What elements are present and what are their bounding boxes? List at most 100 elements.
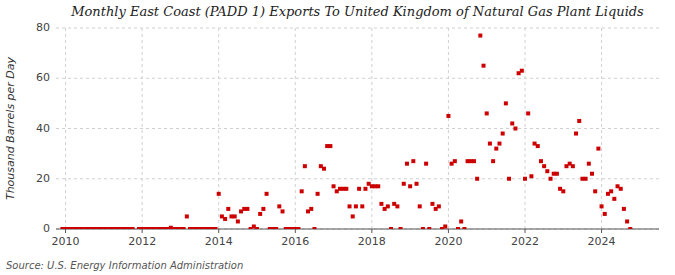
point — [386, 204, 390, 208]
x-tick-mark — [295, 229, 296, 233]
point — [491, 159, 495, 163]
source-note: Source: U.S. Energy Information Administ… — [6, 260, 243, 271]
point — [131, 227, 135, 229]
x-tick-label: 2020 — [434, 235, 462, 248]
point — [402, 182, 406, 186]
point — [587, 162, 591, 166]
point — [478, 34, 482, 38]
y-axis-label: Thousand Barrels per Day — [4, 56, 17, 200]
point — [309, 207, 313, 211]
x-grid-line — [371, 28, 372, 229]
grid — [56, 28, 659, 229]
chart-container: 0204060802010201220142016201820202022202… — [0, 0, 675, 275]
point — [379, 202, 383, 206]
point — [312, 227, 316, 229]
x-tick-label: 2012 — [128, 235, 156, 248]
point — [233, 214, 237, 218]
point — [459, 219, 463, 223]
point — [424, 162, 428, 166]
point — [590, 172, 594, 176]
x-tick-mark — [65, 229, 66, 233]
x-tick-mark — [218, 229, 219, 233]
point — [596, 147, 600, 151]
point — [185, 214, 189, 218]
x-tick-mark — [142, 229, 143, 233]
x-grid-line — [65, 28, 66, 229]
point — [303, 164, 307, 168]
point — [245, 207, 249, 211]
point — [281, 209, 285, 213]
y-tick-label: 60 — [36, 71, 50, 84]
point — [456, 227, 460, 229]
point — [376, 184, 380, 188]
point — [328, 144, 332, 148]
point — [322, 167, 326, 171]
x-tick-mark — [448, 229, 449, 233]
point — [529, 174, 533, 178]
point — [542, 164, 546, 168]
point — [236, 219, 240, 223]
point — [421, 227, 425, 229]
point — [539, 159, 543, 163]
point — [625, 219, 629, 223]
point — [348, 204, 352, 208]
point — [555, 172, 559, 176]
x-tick-mark — [525, 229, 526, 233]
point — [261, 207, 265, 211]
point — [584, 177, 588, 181]
title: Monthly East Coast (PADD 1) Exports To U… — [70, 4, 644, 19]
point — [609, 189, 613, 193]
point — [628, 227, 632, 229]
point — [446, 114, 450, 118]
point — [549, 177, 553, 181]
point — [571, 164, 575, 168]
point — [408, 184, 412, 188]
y-tick-label: 40 — [36, 122, 50, 135]
x-tick-label: 2010 — [52, 235, 80, 248]
point — [411, 159, 415, 163]
axes: 0204060802010201220142016201820202022202… — [36, 21, 659, 248]
x-grid-line — [601, 28, 602, 229]
point — [561, 189, 565, 193]
point — [574, 132, 578, 136]
point — [526, 111, 530, 115]
point — [443, 224, 447, 228]
point — [300, 189, 304, 193]
point — [357, 187, 361, 191]
point — [277, 204, 281, 208]
x-tick-label: 2018 — [358, 235, 386, 248]
point — [497, 142, 501, 146]
y-grid-line — [56, 178, 659, 179]
point — [255, 227, 259, 229]
point — [593, 189, 597, 193]
point — [360, 204, 364, 208]
point — [475, 177, 479, 181]
point — [418, 204, 422, 208]
point — [389, 227, 393, 229]
y-grid-line — [56, 128, 659, 129]
point — [577, 119, 581, 123]
point — [354, 204, 358, 208]
point — [395, 204, 399, 208]
x-tick-label: 2014 — [205, 235, 233, 248]
point — [427, 227, 431, 229]
point — [182, 227, 186, 229]
point — [258, 212, 262, 216]
y-grid-line — [56, 28, 659, 29]
point — [462, 227, 466, 229]
chart: 0204060802010201220142016201820202022202… — [0, 0, 675, 275]
point — [399, 227, 403, 229]
y-grid-line — [56, 78, 659, 79]
point — [600, 204, 604, 208]
x-grid-line — [295, 28, 296, 229]
point — [507, 177, 511, 181]
point — [344, 187, 348, 191]
x-tick-mark — [601, 229, 602, 233]
point — [217, 192, 221, 196]
point — [619, 187, 623, 191]
point — [482, 64, 486, 68]
point — [536, 144, 540, 148]
point — [296, 227, 300, 229]
x-grid-line — [448, 28, 449, 229]
point — [274, 227, 278, 229]
